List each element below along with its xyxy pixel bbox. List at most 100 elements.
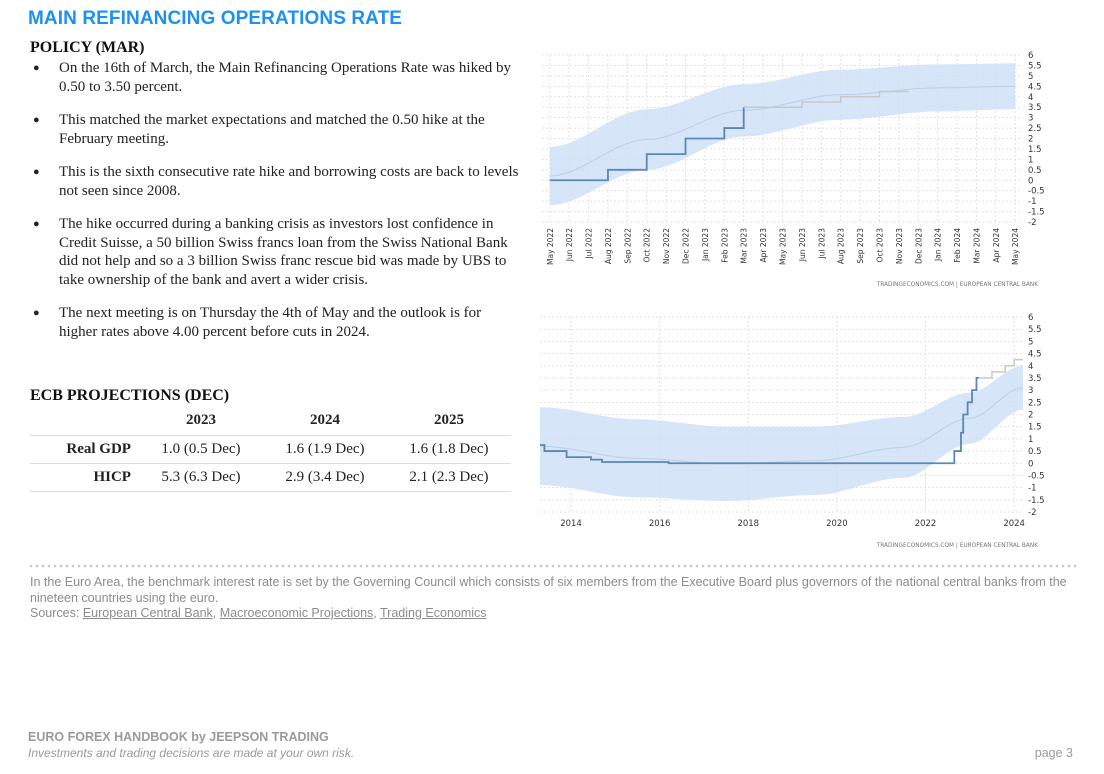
year-header: 2024 — [309, 412, 340, 428]
rate-forecast-chart-monthly: 65.554.543.532.521.510.50-0.5-1-1.5-2 May… — [542, 51, 1045, 288]
projections-table: 2023 2024 2025 Real GDP 1.0 (0.5 Dec) 1.… — [30, 408, 511, 492]
y-tick-label: 5 — [1028, 72, 1033, 82]
y-tick-label: -2 — [1028, 218, 1036, 228]
projections-heading: ECB PROJECTIONS (DEC) — [30, 387, 230, 404]
y-tick-label: 0.5 — [1028, 447, 1042, 457]
x-tick-label: Jul 2023 — [817, 228, 826, 260]
x-tick-label: May 2024 — [1011, 228, 1020, 265]
x-tick-label: Jun 2023 — [798, 228, 807, 262]
x-tick-label: Mar 2024 — [972, 228, 981, 264]
rate-history-chart-yearly: 6 5.5 5 4.5 4 3.5 3 2.5 2 1.5 1 0.5 0 -0.5 -1 -1.5 -2 201… — [539, 313, 1045, 549]
source-link-projections[interactable]: Macroeconomic Projections — [219, 606, 374, 620]
y-tick-label: -2 — [1028, 508, 1036, 518]
x-tick-label: Aug 2023 — [837, 228, 846, 264]
chart-source-label: TRADINGECONOMICS.COM | EUROPEAN CENTRAL … — [876, 282, 1039, 288]
sources-label: Sources: — [30, 606, 80, 620]
y-tick-label: 6 — [1028, 313, 1033, 323]
y-tick-label: 1.5 — [1028, 145, 1042, 155]
y-tick-label: -1.5 — [1028, 496, 1045, 506]
policy-bullet: The hike occurred during a banking crisi… — [30, 215, 520, 289]
forecast-band — [549, 63, 1016, 206]
policy-bullet-list: On the 16th of March, the Main Refinanci… — [30, 59, 520, 356]
empty-header-cell — [30, 408, 139, 436]
disclaimer-text: Investments and trading decisions are ma… — [28, 746, 355, 760]
x-tick-label: Apr 2024 — [992, 228, 1001, 263]
sources-line: Sources: European Central Bank, Macroeco… — [30, 606, 487, 620]
table-cell: 2.1 (2.3 Dec) — [386, 463, 511, 492]
y-tick-label: 2 — [1028, 135, 1033, 145]
y-tick-label: -1 — [1028, 484, 1036, 494]
x-tick-label: Jul 2022 — [585, 228, 594, 260]
y-tick-label: 6 — [1028, 51, 1033, 61]
x-tick-label: Feb 2024 — [953, 228, 962, 263]
x-tick-label: Jan 2024 — [934, 228, 943, 262]
y-tick-label: -1 — [1028, 197, 1036, 207]
forecast-band — [540, 365, 1023, 501]
x-tick-label: Apr 2023 — [759, 228, 768, 263]
y-tick-label: 1 — [1028, 435, 1033, 445]
brand-footer: EURO FOREX HANDBOOK by JEEPSON TRADING — [28, 730, 329, 744]
x-tick-label: 2022 — [915, 519, 937, 529]
source-link-ecb[interactable]: European Central Bank — [82, 606, 213, 620]
y-tick-label: 5 — [1028, 337, 1033, 347]
x-tick-label: Aug 2022 — [604, 228, 613, 264]
x-tick-label: 2018 — [737, 519, 759, 529]
y-tick-label: -0.5 — [1028, 471, 1045, 481]
table-cell: 1.6 (1.8 Dec) — [386, 435, 511, 464]
dotted-divider — [28, 564, 1076, 568]
series-line-forecast — [978, 358, 1023, 379]
y-tick-label: -0.5 — [1028, 187, 1045, 197]
projections-header-row: 2023 2024 2025 — [30, 408, 511, 436]
y-tick-label: -1.5 — [1028, 208, 1045, 218]
x-tick-label: May 2023 — [779, 228, 788, 265]
policy-bullet: The next meeting is on Thursday the 4th … — [30, 304, 520, 341]
table-cell: 5.3 (6.3 Dec) — [138, 463, 263, 492]
table-row: HICP 5.3 (6.3 Dec) 2.9 (3.4 Dec) 2.1 (2.… — [30, 463, 511, 492]
x-tick-label: Dec 2023 — [914, 228, 923, 264]
x-tick-label: Oct 2023 — [875, 228, 884, 263]
y-tick-label: 1.5 — [1028, 423, 1042, 433]
y-tick-label: 4 — [1028, 93, 1033, 103]
policy-bullet: This is the sixth consecutive rate hike … — [30, 163, 520, 200]
x-tick-label: 2020 — [826, 519, 848, 529]
x-tick-label: 2016 — [649, 519, 671, 529]
y-tick-label: 0 — [1028, 176, 1033, 186]
x-tick-label: Sep 2022 — [623, 228, 632, 264]
row-label: Real GDP — [30, 435, 139, 464]
x-tick-label: Oct 2022 — [643, 228, 652, 263]
chart-source-label: TRADINGECONOMICS.COM | EUROPEAN CENTRAL … — [876, 543, 1039, 549]
x-tick-label: Feb 2023 — [720, 228, 729, 263]
table-cell: 2.9 (3.4 Dec) — [262, 463, 387, 492]
page-title: MAIN REFINANCING OPERATIONS RATE — [28, 8, 403, 29]
source-link-trading-economics[interactable]: Trading Economics — [380, 606, 487, 620]
x-tick-label: May 2022 — [546, 228, 555, 265]
x-tick-label: Sep 2023 — [856, 228, 865, 264]
x-tick-label: Dec 2022 — [682, 228, 691, 264]
y-tick-label: 0 — [1028, 459, 1033, 469]
y-tick-label: 5.5 — [1028, 325, 1042, 335]
x-tick-label: Nov 2023 — [895, 228, 904, 264]
row-label: HICP — [30, 463, 139, 492]
y-tick-label: 4.5 — [1028, 350, 1042, 360]
band-midline — [549, 85, 1016, 177]
y-tick-label: 2.5 — [1028, 398, 1042, 408]
series-line-actual — [549, 107, 745, 182]
table-row: Real GDP 1.0 (0.5 Dec) 1.6 (1.9 Dec) 1.6… — [30, 435, 511, 464]
policy-bullet: This matched the market expectations and… — [30, 111, 520, 148]
y-tick-label: 2 — [1028, 411, 1033, 421]
series-line-forecast — [743, 90, 909, 108]
x-tick-label: Jan 2023 — [701, 228, 710, 262]
y-tick-label: 3 — [1028, 114, 1033, 124]
table-cell: 1.6 (1.9 Dec) — [262, 435, 387, 464]
series-line-actual — [540, 377, 979, 465]
x-tick-label: Mar 2023 — [740, 228, 749, 264]
page-number: page 3 — [1034, 746, 1073, 760]
x-tick-label: Nov 2022 — [662, 228, 671, 264]
table-cell: 1.0 (0.5 Dec) — [138, 435, 263, 464]
y-tick-label: 3.5 — [1028, 374, 1042, 384]
y-tick-label: 5.5 — [1028, 61, 1042, 71]
x-tick-label: Jun 2022 — [565, 228, 574, 262]
band-midline — [539, 387, 1024, 465]
policy-heading: POLICY (MAR) — [30, 39, 145, 56]
x-tick-label: 2014 — [560, 519, 582, 529]
